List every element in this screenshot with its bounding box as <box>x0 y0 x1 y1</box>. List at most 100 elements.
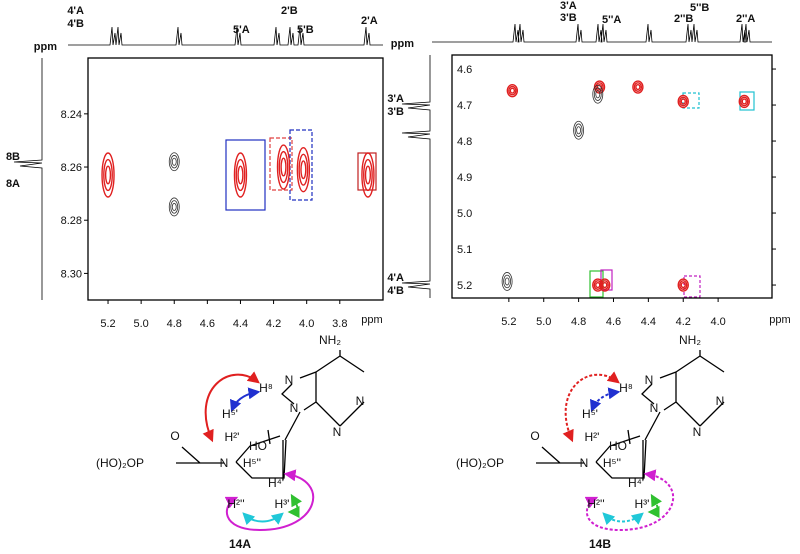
cross-peak <box>280 157 287 177</box>
cross-peak <box>602 281 608 289</box>
atom-label: N <box>716 394 725 408</box>
cross-peak <box>679 96 688 107</box>
x-tick-label: 5.2 <box>501 316 516 328</box>
cross-peak <box>170 200 179 214</box>
highlight-boxes <box>225 91 755 298</box>
cross-peak <box>171 157 177 166</box>
atom-label: H⁴' <box>628 476 644 490</box>
atom-label: H⁸ <box>619 381 633 395</box>
cross-peak <box>508 85 517 96</box>
y-tick-label: 8.24 <box>61 109 82 121</box>
atom-label: H²'' <box>587 497 604 511</box>
x-tick-label: 5.0 <box>133 318 148 330</box>
noe-arrow <box>647 493 662 518</box>
cross-peak <box>276 144 291 190</box>
atom-label: NH₂ <box>319 333 341 347</box>
atom-label: H⁴' <box>268 476 284 490</box>
x-tick-label: 4.0 <box>299 318 314 330</box>
cross-peak <box>632 80 644 94</box>
nmr-panel: ppm 4'A4'B 5'A 2'B 5'B 2'A 8B 8A 5.2 5.0 4.8 4.6 4.4… <box>6 5 384 330</box>
cross-peak <box>171 202 177 211</box>
cross-peak <box>298 153 309 186</box>
atom-label: N <box>285 373 294 387</box>
cross-peak <box>503 274 512 289</box>
cross-peak <box>574 123 583 137</box>
peak-annotation: 5'A <box>233 24 250 36</box>
cross-peak <box>278 150 289 184</box>
cross-peak <box>593 87 602 101</box>
peak-annotation: 4'A <box>67 5 84 17</box>
y-tick-label: 8.26 <box>61 162 82 174</box>
peak-annotation: 4'B <box>387 285 404 297</box>
cross-peak <box>592 84 604 104</box>
x-tick-label: 4.8 <box>167 318 182 330</box>
x-tick-label: 4.6 <box>606 316 621 328</box>
atom-label: NH₂ <box>679 333 701 347</box>
cross-peak <box>740 96 749 107</box>
noe-arrow <box>602 512 644 526</box>
cross-peak <box>679 280 688 290</box>
peak-annotation: 8B <box>6 151 20 163</box>
bonds <box>536 350 725 480</box>
atom-label: N <box>220 456 229 470</box>
x-tick-label: 4.4 <box>233 318 248 330</box>
top-axis-label: ppm <box>391 38 414 50</box>
cross-peak <box>633 82 643 92</box>
atom-label: H⁵'' <box>243 456 261 470</box>
cross-peak <box>506 83 519 98</box>
atom-label: H⁸ <box>259 381 273 395</box>
x-tick-label: 3.8 <box>332 318 347 330</box>
y-tick-label: 4.8 <box>457 136 472 148</box>
cross-peak <box>296 146 311 193</box>
x-tick-label: 4.2 <box>676 316 691 328</box>
peak-annotation: 3'B <box>387 106 404 118</box>
atom-label: H³' <box>275 497 290 511</box>
noe-arrow <box>224 469 315 532</box>
cross-peak <box>677 278 689 292</box>
y-tick-label: 5.0 <box>457 208 472 220</box>
top-spectrum <box>68 26 383 46</box>
cross-peak <box>596 83 603 91</box>
peak-annotation: 3'A <box>387 93 404 105</box>
noe-arrow <box>584 469 675 532</box>
top-spectrum <box>432 23 772 43</box>
atom-label: N <box>290 401 299 415</box>
y-tick-label: 4.9 <box>457 172 472 184</box>
cross-peak <box>103 158 113 192</box>
atom-label: O <box>530 429 539 443</box>
bonds <box>176 350 365 480</box>
cross-peak <box>170 155 179 169</box>
atom-label: H⁵' <box>582 407 598 421</box>
cross-peak <box>501 272 513 291</box>
peak-annotation: 3'B <box>560 12 577 24</box>
cross-peak <box>361 152 375 198</box>
compound-label: 14A <box>229 537 251 551</box>
x-axis-label: ppm <box>361 314 382 326</box>
cross-peak <box>680 98 686 105</box>
y-tick-label: 4.6 <box>457 64 472 76</box>
x-tick-label: 5.2 <box>100 318 115 330</box>
atom-label: N <box>580 456 589 470</box>
atom-label: N <box>693 425 702 439</box>
cross-peak <box>363 158 373 192</box>
cross-peak <box>738 94 750 109</box>
cross-peak <box>237 165 244 185</box>
y-tick-label: 4.7 <box>457 100 472 112</box>
noe-arrow <box>242 512 284 526</box>
atom-label: N <box>356 394 365 408</box>
y-tick-label: 8.30 <box>61 268 82 280</box>
cross-peak <box>595 90 601 99</box>
x-tick-label: 4.6 <box>200 318 215 330</box>
atom-label: (HO)₂OP <box>456 456 504 470</box>
cross-peak <box>573 120 585 140</box>
atom-label: H²' <box>225 430 240 444</box>
atom-label: N <box>650 401 659 415</box>
x-tick-label: 4.2 <box>266 318 281 330</box>
cross-peak <box>104 165 112 185</box>
cross-peak <box>635 83 641 91</box>
cross-peak <box>599 278 611 292</box>
peak-annotation: 4'A <box>387 272 404 284</box>
x-tick-label: 4.0 <box>710 316 725 328</box>
plot-frame <box>87 57 384 301</box>
